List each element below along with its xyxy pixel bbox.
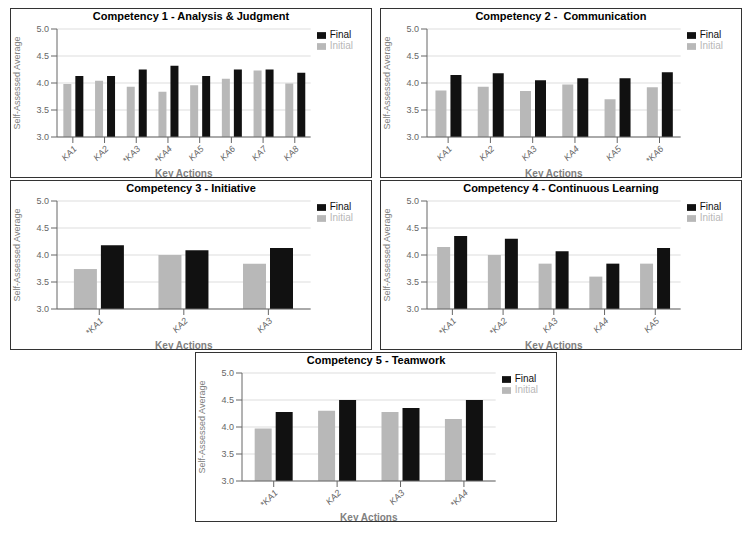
html-text:Initial: Initial	[329, 212, 353, 223]
html-text:Competency 5 - Teamwork: Competency 5 - Teamwork	[306, 354, 446, 366]
svg-text:5.0: 5.0	[36, 196, 49, 206]
svg-text:Self-Assessed Average: Self-Assessed Average	[12, 209, 22, 302]
svg-text:4.0: 4.0	[406, 250, 419, 260]
svg-text:KA3: KA3	[520, 144, 539, 163]
html-text:Competency 4 - Continuous Lear: Competency 4 - Continuous Learning	[463, 182, 659, 194]
svg-text:KA2: KA2	[477, 144, 496, 163]
svg-text:4.5: 4.5	[36, 223, 49, 233]
svg-text:3.5: 3.5	[221, 449, 234, 459]
svg-text:3.0: 3.0	[406, 304, 419, 314]
svg-text:Key Actions: Key Actions	[155, 340, 213, 349]
html-text:Competency 2 - Communication: Competency 2 - Communication	[475, 10, 647, 22]
html-text:Initial: Initial	[514, 384, 538, 395]
html-text:Final: Final	[514, 373, 537, 384]
svg-text:3.0: 3.0	[36, 304, 49, 314]
svg-text:*KA4: *KA4	[448, 488, 470, 510]
svg-text:KA3: KA3	[387, 488, 406, 507]
svg-text:5.0: 5.0	[406, 24, 419, 34]
svg-text:*KA1: *KA1	[437, 316, 459, 338]
svg-text:*KA4: *KA4	[152, 144, 174, 166]
svg-text:KA1: KA1	[60, 144, 79, 163]
html-text:Competency 3 - Initiative: Competency 3 - Initiative	[126, 182, 256, 194]
svg-text:KA4: KA4	[591, 316, 610, 335]
svg-text:Self-Assessed Average: Self-Assessed Average	[382, 209, 392, 302]
svg-text:3.5: 3.5	[36, 277, 49, 287]
svg-text:4.5: 4.5	[406, 51, 419, 61]
svg-text:Key Actions: Key Actions	[525, 340, 583, 349]
svg-text:KA5: KA5	[604, 143, 624, 163]
html-text:Initial: Initial	[699, 212, 723, 223]
svg-text:5.0: 5.0	[36, 24, 49, 34]
svg-text:KA2: KA2	[324, 488, 343, 507]
svg-text:KA7: KA7	[250, 143, 270, 163]
svg-text:Self-Assessed Average: Self-Assessed Average	[197, 381, 207, 474]
svg-text:5.0: 5.0	[221, 368, 234, 378]
svg-text:*KA2: *KA2	[487, 316, 509, 338]
svg-text:4.0: 4.0	[36, 78, 49, 88]
svg-text:*KA3: *KA3	[121, 144, 143, 166]
html-text:Final: Final	[699, 201, 722, 212]
html-text:Initial: Initial	[329, 40, 353, 51]
html-text:Final: Final	[329, 29, 352, 40]
svg-text:3.5: 3.5	[406, 105, 419, 115]
svg-text:KA5: KA5	[642, 315, 662, 335]
svg-text:KA2: KA2	[171, 316, 190, 335]
svg-text:4.5: 4.5	[36, 51, 49, 61]
html-text:Final: Final	[329, 201, 352, 212]
svg-text:Self-Assessed Average: Self-Assessed Average	[12, 37, 22, 130]
svg-text:Key Actions: Key Actions	[525, 168, 583, 177]
svg-text:KA2: KA2	[91, 144, 110, 163]
svg-text:3.5: 3.5	[406, 277, 419, 287]
svg-text:4.5: 4.5	[221, 395, 234, 405]
svg-text:Self-Assessed Average: Self-Assessed Average	[382, 37, 392, 130]
html-text:Initial: Initial	[699, 40, 723, 51]
svg-text:Key Actions: Key Actions	[340, 512, 398, 521]
html-text:Competency 1 - Analysis & Judg: Competency 1 - Analysis & Judgment	[92, 10, 290, 22]
svg-text:KA4: KA4	[562, 144, 581, 163]
svg-text:3.0: 3.0	[221, 476, 234, 486]
svg-text:3.5: 3.5	[36, 105, 49, 115]
svg-text:4.0: 4.0	[221, 422, 234, 432]
html-text:Final: Final	[699, 29, 722, 40]
svg-text:*KA1: *KA1	[258, 488, 280, 510]
svg-text:4.0: 4.0	[36, 250, 49, 260]
svg-text:4.0: 4.0	[406, 78, 419, 88]
svg-text:KA3: KA3	[255, 316, 274, 335]
svg-text:5.0: 5.0	[406, 196, 419, 206]
svg-text:3.0: 3.0	[406, 132, 419, 142]
svg-text:KA5: KA5	[187, 143, 207, 163]
svg-text:Key Actions: Key Actions	[155, 168, 213, 177]
svg-text:3.0: 3.0	[36, 132, 49, 142]
svg-text:KA6: KA6	[218, 144, 237, 163]
svg-text:KA1: KA1	[435, 144, 454, 163]
svg-text:4.5: 4.5	[406, 223, 419, 233]
svg-text:*KA1: *KA1	[84, 316, 106, 338]
svg-text:KA8: KA8	[282, 144, 301, 163]
svg-text:KA3: KA3	[541, 316, 560, 335]
svg-text:*KA6: *KA6	[644, 144, 666, 166]
